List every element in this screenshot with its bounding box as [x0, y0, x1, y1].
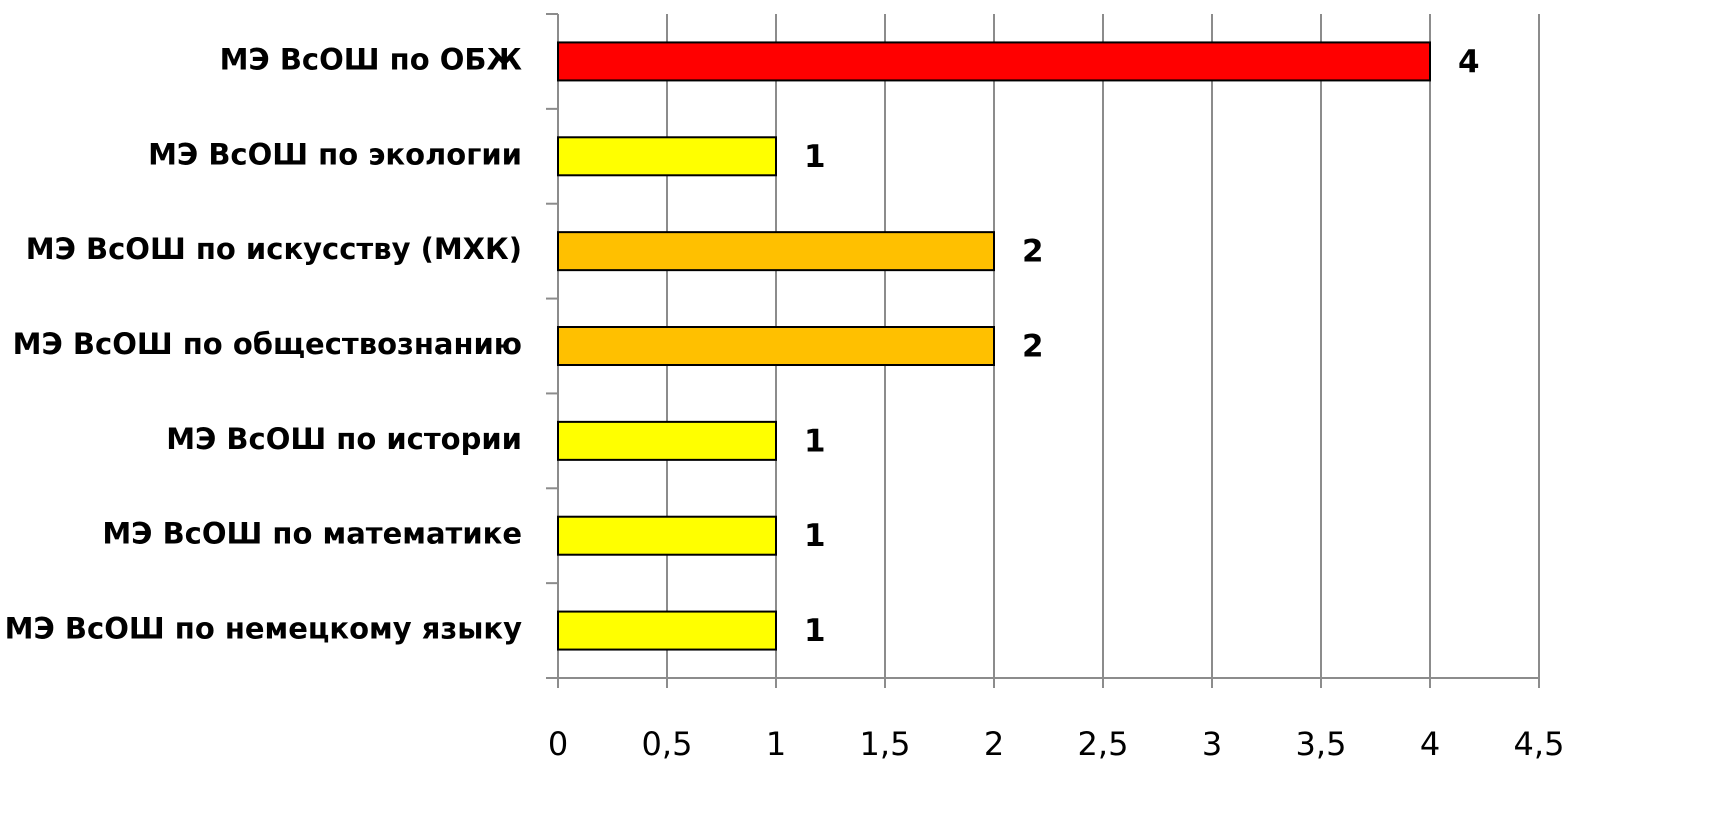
data-label: 2: [1022, 329, 1044, 365]
bar: [557, 41, 1431, 82]
y-tick-label: МЭ ВсОШ по математике: [102, 517, 522, 551]
data-label: 1: [804, 423, 826, 459]
x-tick-label: 3: [1202, 725, 1222, 763]
x-tick-label: 4: [1420, 725, 1440, 763]
y-tick-label: МЭ ВсОШ по ОБЖ: [220, 42, 523, 76]
data-label: 4: [1458, 44, 1480, 80]
bar: [557, 420, 777, 461]
y-tick-label: МЭ ВсОШ по немецкому языку: [5, 612, 522, 646]
data-label: 1: [804, 518, 826, 554]
bar: [557, 231, 995, 272]
y-tick-label: МЭ ВсОШ по искусству (МХК): [26, 232, 522, 266]
bar: [557, 326, 995, 366]
data-label: 1: [804, 139, 826, 175]
x-tick-label: 1,5: [860, 725, 911, 763]
data-label: 1: [804, 613, 826, 649]
bar: [557, 610, 777, 651]
x-tick-label: 2,5: [1078, 725, 1129, 763]
bar: [557, 136, 777, 177]
x-tick-label: 4,5: [1514, 725, 1565, 763]
data-label: 2: [1022, 234, 1044, 270]
y-tick-label: МЭ ВсОШ по экологии: [148, 137, 522, 171]
bar: [557, 515, 777, 556]
x-tick-label: 1: [766, 725, 786, 763]
y-tick-label: МЭ ВсОШ по обществознанию: [13, 327, 522, 361]
x-tick-label: 2: [984, 725, 1004, 763]
x-tick-label: 3,5: [1296, 725, 1347, 763]
x-tick-label: 0: [548, 725, 568, 763]
x-tick-label: 0,5: [642, 725, 693, 763]
y-tick-label: МЭ ВсОШ по истории: [166, 422, 522, 456]
